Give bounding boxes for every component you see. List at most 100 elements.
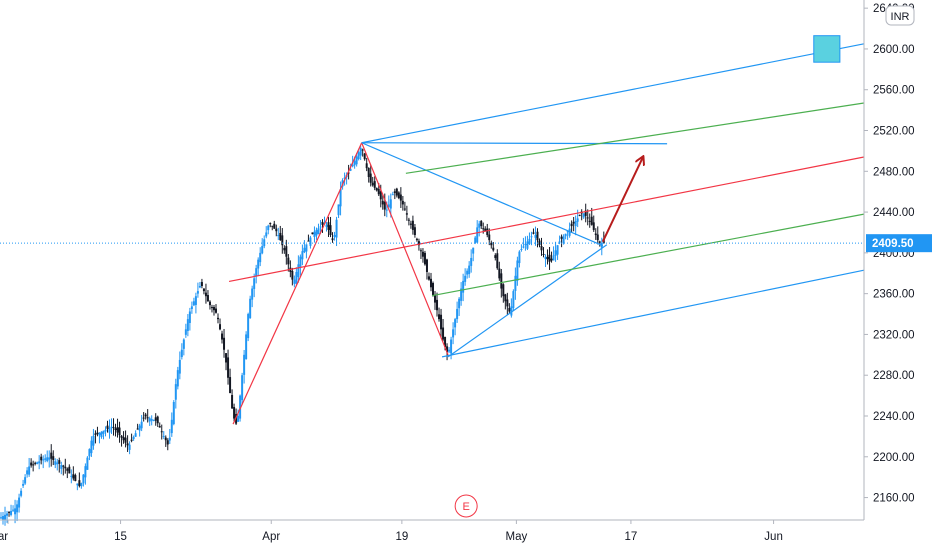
candle <box>98 432 101 444</box>
candle-body <box>301 251 304 260</box>
candle-body <box>395 188 398 196</box>
candle-body <box>124 437 127 443</box>
candle <box>522 237 525 249</box>
candle <box>265 226 268 239</box>
candle-body <box>122 437 125 441</box>
candle <box>452 322 455 345</box>
candle-body <box>261 246 264 254</box>
candle-body <box>317 228 320 235</box>
candle-body <box>446 346 449 353</box>
y-tick-label: 2520.00 <box>873 126 915 138</box>
candle <box>194 292 197 314</box>
candle-body <box>26 470 29 475</box>
candle <box>24 474 27 485</box>
currency-badge[interactable] <box>885 5 915 26</box>
candle-body <box>208 301 211 306</box>
candle <box>251 285 254 308</box>
trend-line[interactable] <box>431 213 865 297</box>
candle-body <box>4 514 7 521</box>
candle <box>138 423 141 437</box>
candle <box>0 512 2 520</box>
candle <box>104 426 107 437</box>
candle-body <box>40 456 43 461</box>
candle-body <box>514 275 517 291</box>
candle-body <box>227 357 230 378</box>
candle <box>397 191 400 200</box>
candle-body <box>403 208 406 210</box>
trend-line[interactable] <box>405 102 865 174</box>
candle-body <box>415 238 418 241</box>
candle-body <box>70 475 73 477</box>
candle <box>442 319 445 342</box>
trend-line[interactable] <box>361 142 604 247</box>
candle-body <box>174 384 177 400</box>
trend-line[interactable] <box>441 269 865 358</box>
candle <box>38 455 41 470</box>
candle-body <box>409 223 412 225</box>
candle <box>562 234 565 245</box>
candle-body <box>54 461 57 465</box>
candle <box>492 242 495 252</box>
candle-body <box>305 244 308 252</box>
axes-layer: 2160.00 2200.00 2240.00 2280.00 2320.00 2360.… <box>0 0 932 543</box>
candle-body <box>172 401 175 425</box>
candle-body <box>202 288 205 292</box>
candle-body <box>249 298 252 318</box>
candle <box>263 235 266 249</box>
candle-body <box>442 327 445 340</box>
candle-body <box>592 222 595 230</box>
candle-body <box>462 280 465 293</box>
candle <box>460 282 463 306</box>
candle <box>102 430 105 440</box>
trend-line[interactable] <box>232 142 363 425</box>
candle-body <box>241 375 244 401</box>
candle <box>287 254 290 272</box>
y-tick-label: 2560.00 <box>873 85 915 97</box>
candle <box>6 510 9 523</box>
candle-body <box>18 497 21 508</box>
y-tick-label: 2440.00 <box>873 207 915 219</box>
candle-body <box>552 255 555 261</box>
candle-body <box>506 299 509 307</box>
candle-body <box>106 425 109 429</box>
candle-body <box>72 474 75 479</box>
trend-line[interactable] <box>361 43 865 144</box>
candle-body <box>156 416 159 424</box>
candle <box>62 464 65 476</box>
candle <box>30 458 33 468</box>
candle-body <box>532 232 535 234</box>
candle-body <box>421 251 424 257</box>
candle <box>253 273 256 298</box>
candle-body <box>456 308 459 320</box>
projection-arrow[interactable] <box>601 157 643 243</box>
trend-line[interactable] <box>361 142 449 356</box>
candle-body <box>48 457 51 460</box>
candle <box>500 268 503 298</box>
candle <box>474 235 477 245</box>
candle <box>550 251 553 263</box>
candle <box>196 282 199 298</box>
target-box[interactable] <box>813 35 841 63</box>
candle <box>70 469 73 484</box>
candle <box>162 431 165 440</box>
candle <box>257 257 260 276</box>
trend-line[interactable] <box>447 244 608 358</box>
candle-body <box>371 182 374 186</box>
candle <box>325 221 328 232</box>
candle <box>20 488 23 498</box>
candle-body <box>432 282 434 295</box>
candle-body <box>154 417 157 421</box>
candle-body <box>339 189 342 207</box>
candle <box>108 419 111 439</box>
candle <box>532 228 535 235</box>
candle <box>399 187 402 208</box>
trend-line[interactable] <box>361 142 668 145</box>
candle <box>582 213 585 219</box>
candle-body <box>12 509 15 511</box>
earnings-event-icon[interactable] <box>454 494 478 518</box>
candle-body <box>114 428 117 431</box>
candle-body <box>554 250 557 256</box>
trend-line[interactable] <box>228 156 865 283</box>
